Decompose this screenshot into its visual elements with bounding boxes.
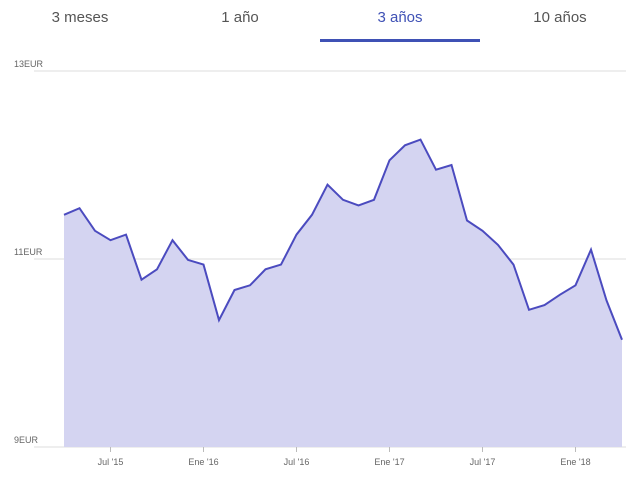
- area: [64, 139, 622, 447]
- range-tab[interactable]: 10 años: [533, 9, 587, 26]
- range-tab[interactable]: 1 año: [221, 9, 259, 26]
- y-tick-label: 9EUR: [14, 435, 39, 445]
- x-tick-label: Jul '15: [98, 457, 124, 467]
- x-tick-label: Ene '17: [374, 457, 404, 467]
- y-tick-label: 11EUR: [14, 247, 43, 257]
- x-tick-label: Jul '17: [470, 457, 496, 467]
- range-tabs: 3 meses 1 año 3 años 10 años: [0, 0, 640, 42]
- x-tick-label: Ene '16: [188, 457, 218, 467]
- line: [63, 138, 623, 341]
- y-tick-label: 13EUR: [14, 59, 44, 69]
- x-tick-label: Jul '16: [284, 457, 310, 467]
- range-tab[interactable]: 3 meses: [51, 9, 109, 26]
- range-tab[interactable]: 3 años: [320, 0, 480, 42]
- x-tick-label: Ene '18: [560, 457, 590, 467]
